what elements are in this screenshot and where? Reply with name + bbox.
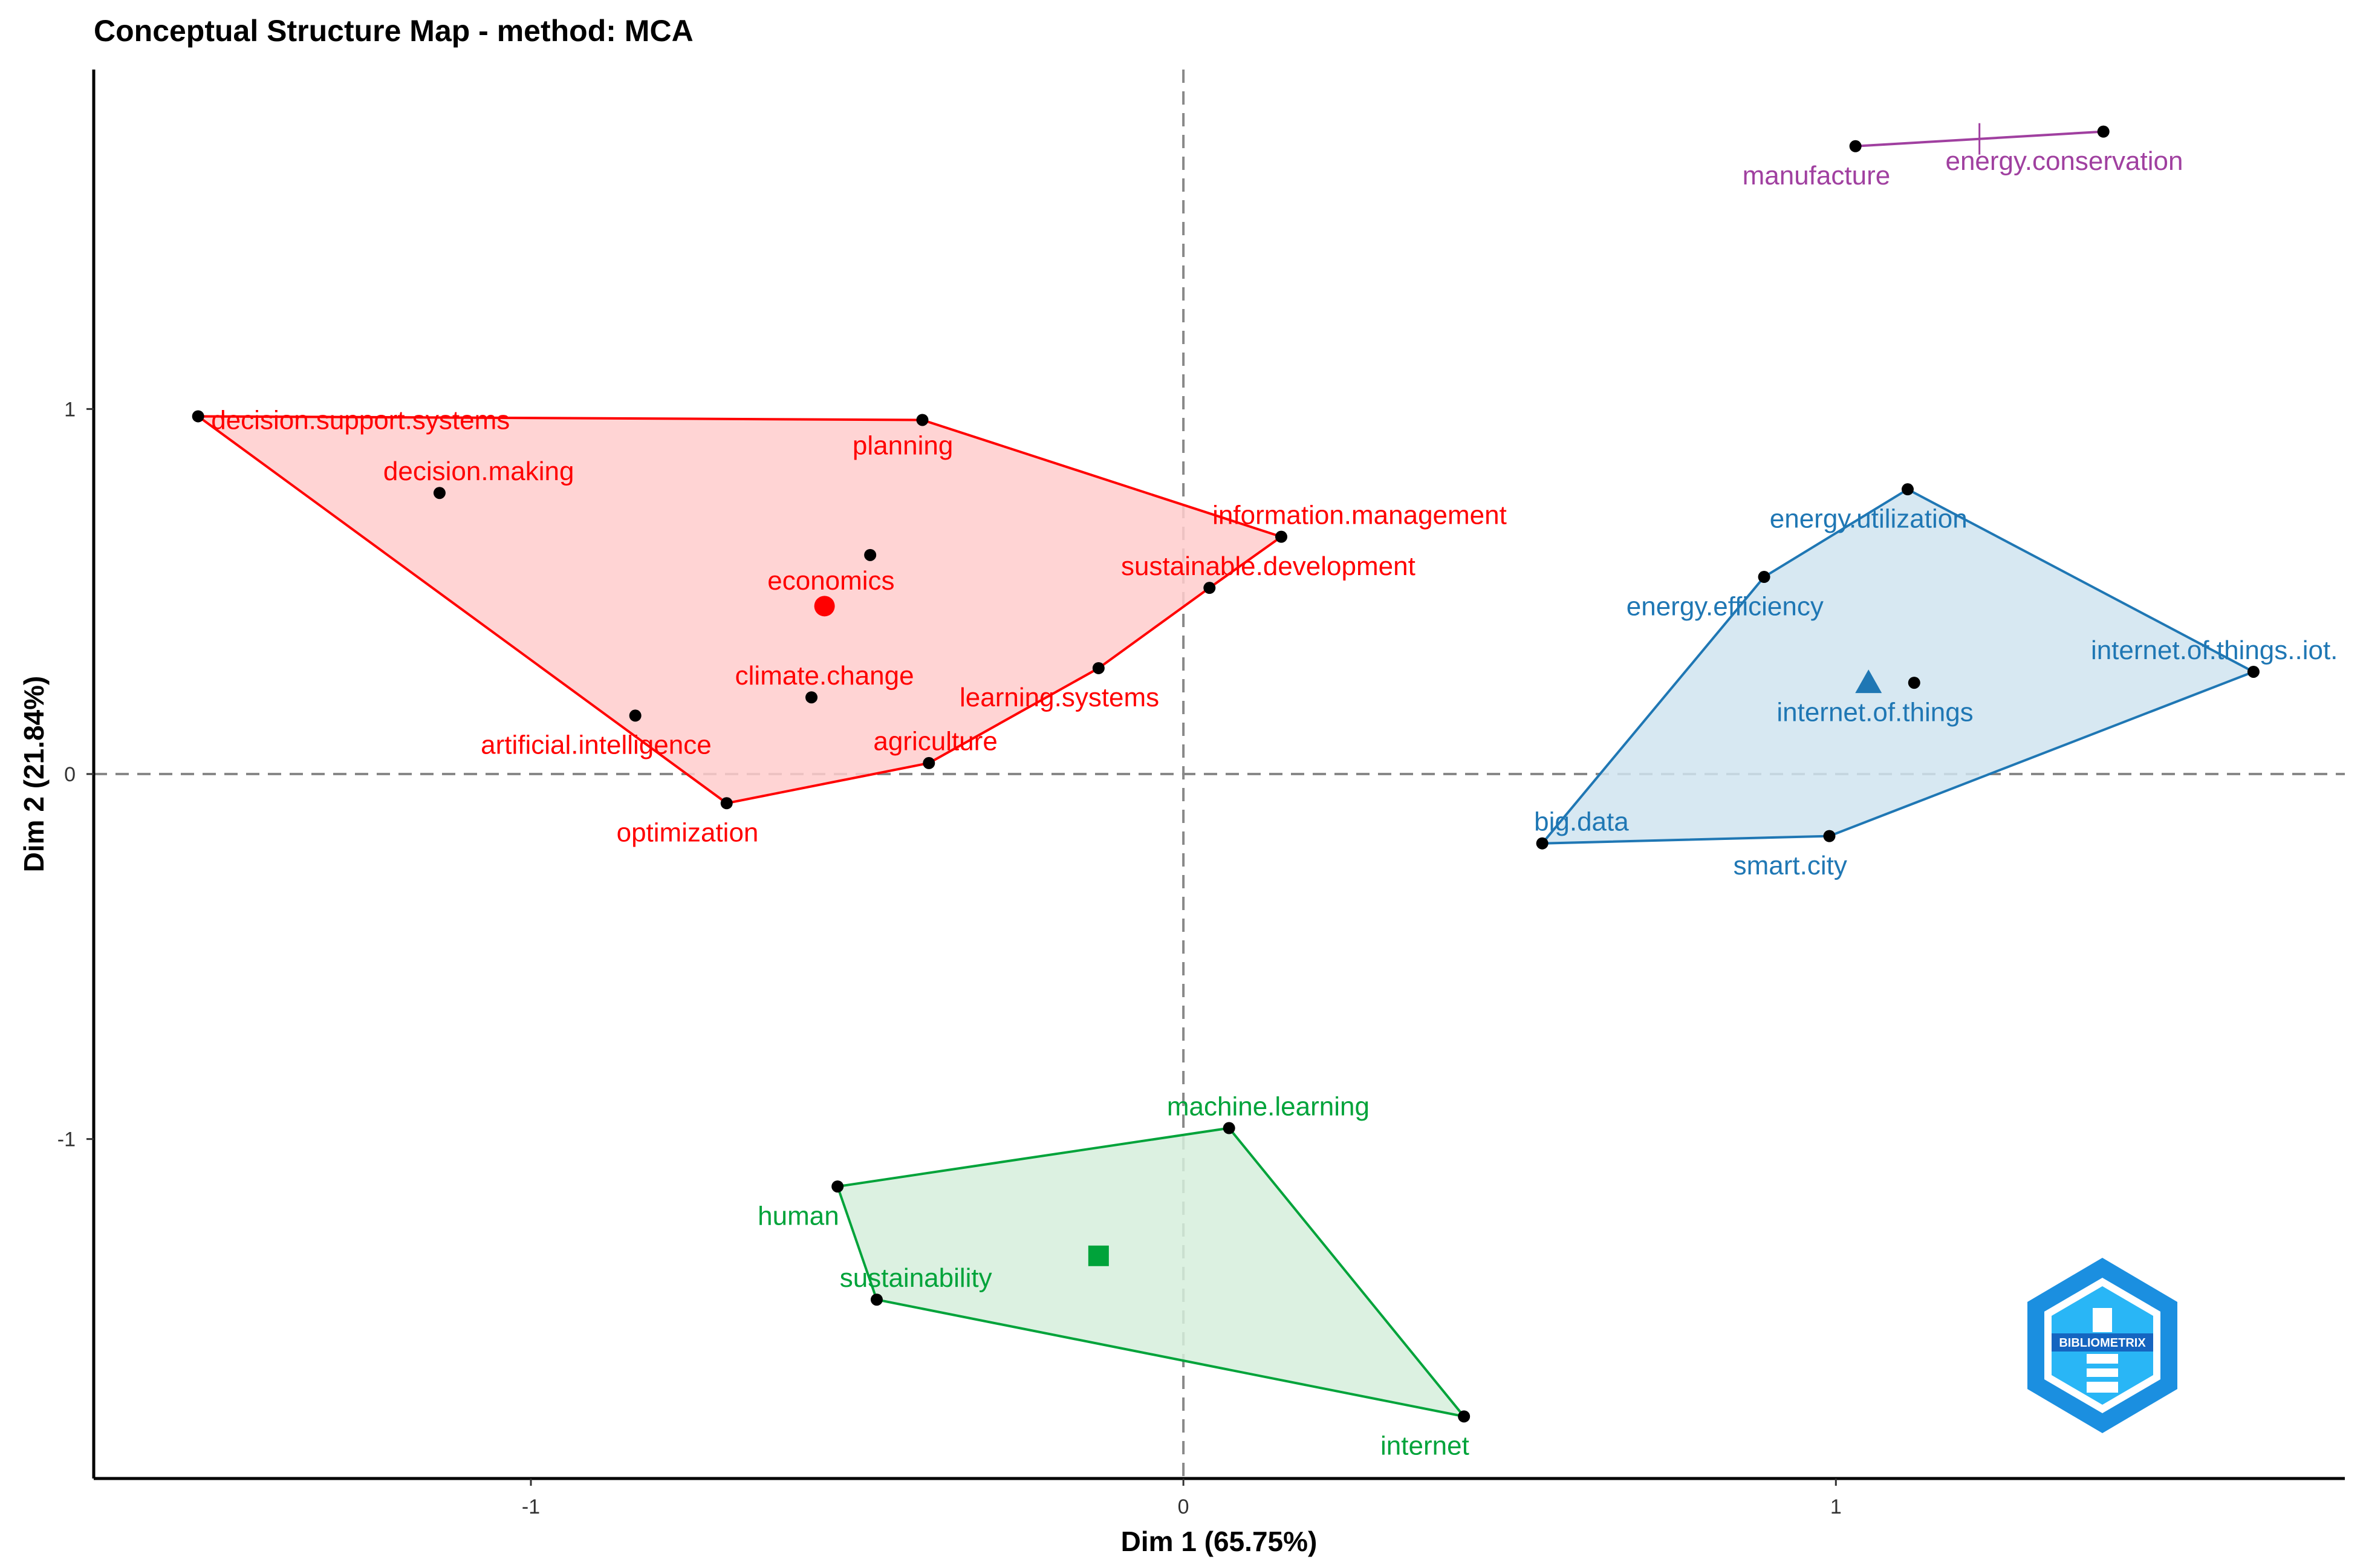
- point-optimization: [720, 797, 733, 810]
- logo-banner: [2052, 1333, 2153, 1352]
- cluster-1-centroid: [814, 596, 835, 617]
- point-machine.learning: [1223, 1122, 1235, 1134]
- x-tick-label: -1: [522, 1495, 540, 1518]
- x-tick-label: 0: [1178, 1495, 1189, 1518]
- label-sustainable.development: sustainable.development: [1121, 551, 1415, 581]
- label-internet.of.things..iot.: internet.of.things..iot.: [2091, 636, 2338, 665]
- cluster-centroids: [814, 123, 1981, 1266]
- point-energy.efficiency: [1758, 571, 1770, 584]
- label-decision.making: decision.making: [383, 457, 574, 486]
- axes: -1 0 1 -1 0 1: [57, 70, 2345, 1518]
- point-information.management: [1275, 530, 1288, 543]
- logo-text: BIBLIOMETRIX: [2059, 1336, 2146, 1350]
- point-internet.of.things..iot.: [2247, 665, 2260, 678]
- y-tick-label: 1: [64, 398, 76, 421]
- label-big.data: big.data: [1534, 807, 1629, 836]
- y-axis-title: Dim 2 (21.84%): [18, 676, 50, 873]
- label-energy.efficiency: energy.efficiency: [1627, 591, 1824, 621]
- point-climate.change: [805, 691, 818, 704]
- label-economics: economics: [767, 566, 894, 596]
- point-decision.support.systems: [192, 410, 204, 423]
- label-energy.conservation: energy.conservation: [1945, 146, 2183, 176]
- point-energy.conservation: [2097, 125, 2110, 138]
- point-artificial.intelligence: [629, 709, 642, 722]
- label-artificial.intelligence: artificial.intelligence: [481, 730, 712, 760]
- logo-tower-stripe-2: [2087, 1377, 2118, 1382]
- logo-tower-top: [2093, 1308, 2112, 1332]
- cluster-2-centroid: [1855, 669, 1882, 694]
- x-ticks: -1 0 1: [522, 1479, 1842, 1518]
- point-manufacture: [1849, 140, 1862, 152]
- label-energy.utilization: energy.utilization: [1770, 504, 1968, 533]
- data-points: [192, 125, 2260, 1423]
- cluster-2-hull: [1541, 488, 2255, 845]
- y-tick-label: 0: [64, 763, 76, 786]
- y-ticks: -1 0 1: [57, 398, 94, 1151]
- chart-title: Conceptual Structure Map - method: MCA: [94, 14, 694, 48]
- label-optimization: optimization: [617, 818, 759, 848]
- point-energy.utilization: [1901, 483, 1914, 496]
- cluster-3-centroid: [1088, 1245, 1109, 1266]
- logo-tower-base: [2087, 1354, 2118, 1393]
- point-planning: [916, 414, 929, 426]
- label-decision.support.systems: decision.support.systems: [211, 405, 510, 435]
- label-human: human: [758, 1201, 839, 1231]
- point-internet.of.things: [1908, 677, 1920, 689]
- label-sustainability: sustainability: [840, 1263, 992, 1293]
- plot-area: decision.support.systems planning decision…: [94, 70, 2345, 1479]
- bibliometrix-logo: BIBLIOMETRIX: [2027, 1258, 2177, 1433]
- label-agriculture: agriculture: [873, 727, 997, 756]
- point-labels: decision.support.systems planning decision…: [211, 146, 2338, 1461]
- point-smart.city: [1823, 830, 1836, 842]
- x-tick-label: 1: [1830, 1495, 1842, 1518]
- label-smart.city: smart.city: [1734, 851, 1847, 880]
- point-internet: [1458, 1410, 1471, 1423]
- point-economics: [864, 548, 877, 561]
- label-information.management: information.management: [1212, 500, 1507, 530]
- label-internet.of.things: internet.of.things: [1776, 697, 1973, 727]
- logo-tower-stripe-1: [2087, 1364, 2118, 1368]
- label-internet: internet: [1380, 1431, 1469, 1461]
- point-sustainable.development: [1203, 582, 1216, 594]
- label-learning.systems: learning.systems: [960, 683, 1159, 712]
- point-learning.systems: [1092, 662, 1105, 674]
- y-tick-label: -1: [57, 1128, 76, 1151]
- label-planning: planning: [853, 431, 953, 461]
- point-big.data: [1536, 837, 1549, 850]
- cluster-hulls: [197, 130, 2255, 1418]
- label-machine.learning: machine.learning: [1167, 1091, 1370, 1121]
- label-manufacture: manufacture: [1743, 161, 1891, 190]
- point-decision.making: [433, 487, 446, 499]
- point-human: [831, 1180, 844, 1193]
- cluster-1-hull: [197, 415, 1283, 805]
- label-climate.change: climate.change: [735, 661, 914, 691]
- point-sustainability: [870, 1293, 883, 1306]
- point-agriculture: [923, 756, 935, 769]
- x-axis-title: Dim 1 (65.75%): [1121, 1526, 1318, 1557]
